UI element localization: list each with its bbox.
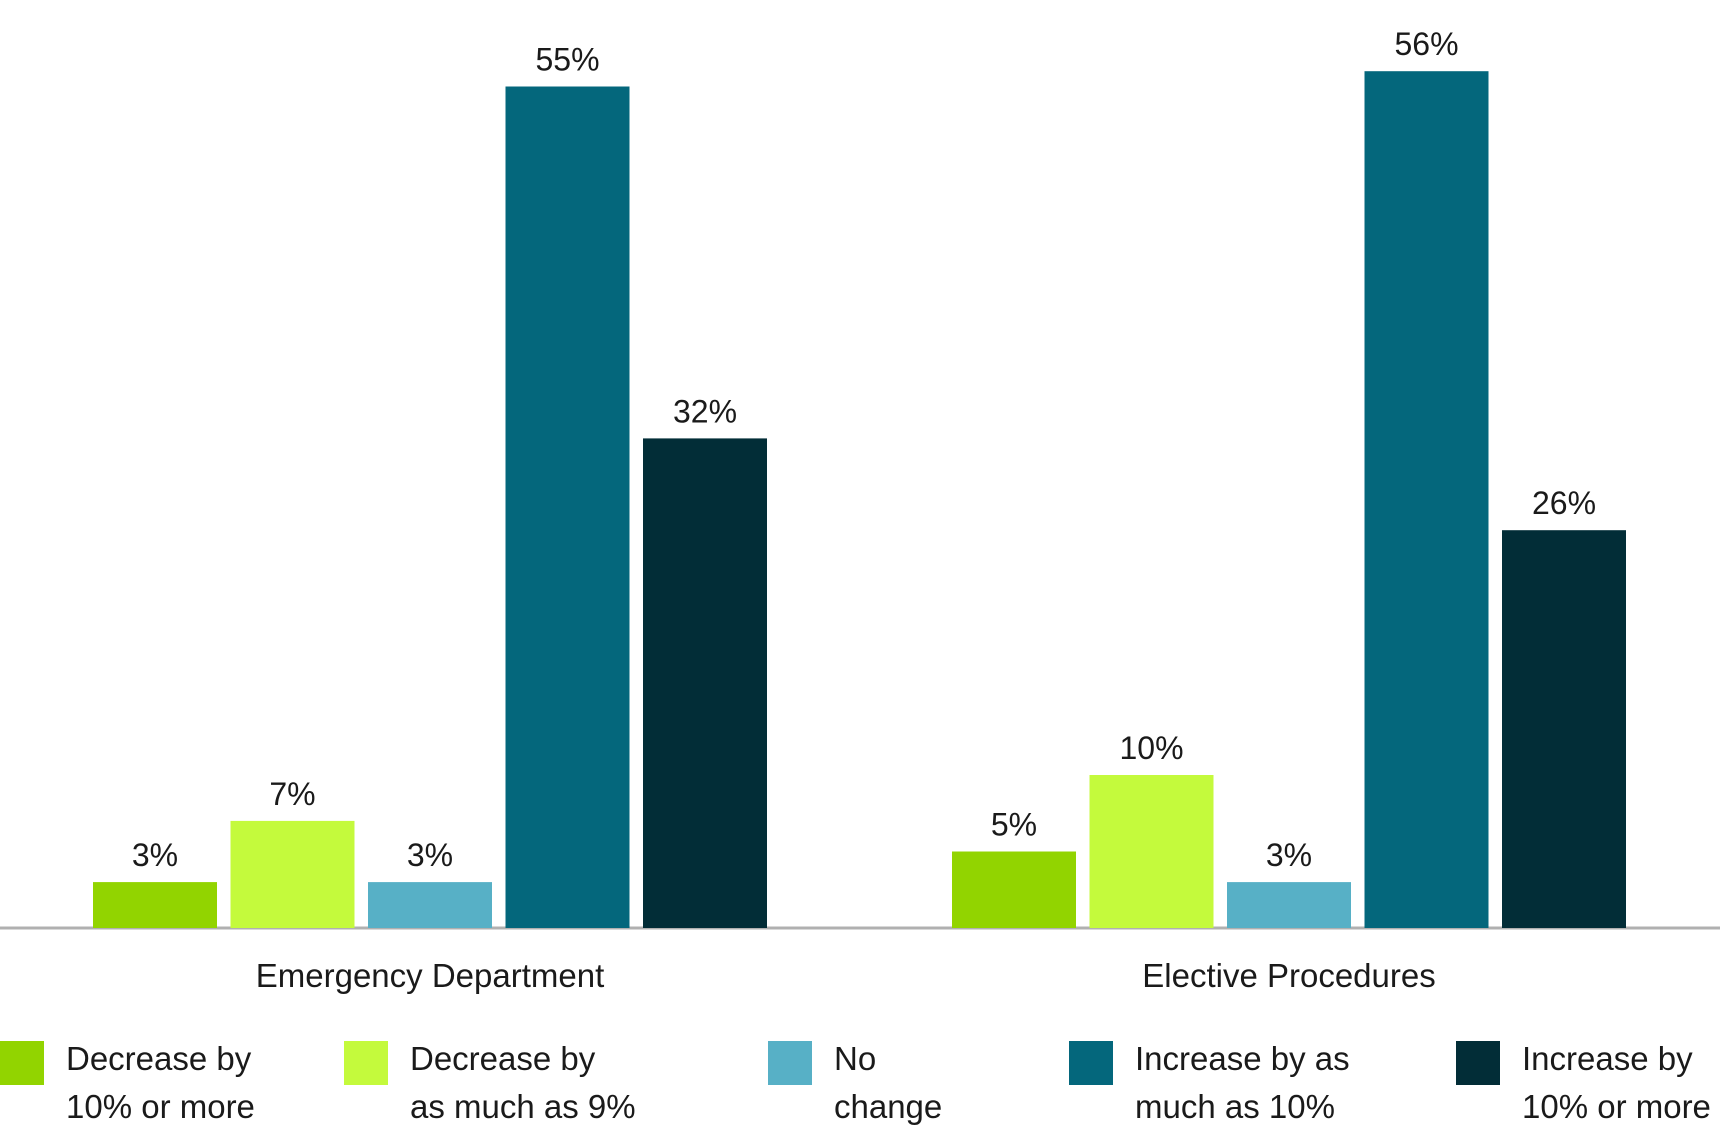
data-label: 26% [1532,485,1596,521]
data-label: 5% [991,807,1037,843]
legend-label: Decrease by 10% or more [66,1040,255,1125]
legend-label: No change [834,1040,943,1125]
legend-swatch [0,1041,44,1085]
legend-item-increase-10-or-more: Increase by 10% or more [1456,1035,1720,1131]
bar [230,820,355,928]
bar [505,86,630,928]
data-label: 7% [269,776,315,812]
bar [952,851,1076,928]
data-label: 10% [1119,730,1183,766]
data-label: 3% [1266,837,1312,873]
legend-item-increase-up-to-10: Increase by as much as 10% [1069,1035,1395,1131]
legend-swatch [768,1041,812,1085]
legend-swatch [1069,1041,1113,1085]
legend-swatch [1456,1041,1500,1085]
data-label: 3% [407,837,453,873]
bar [1364,71,1489,928]
bar [1227,882,1351,928]
bar [1502,530,1626,928]
bar [1089,775,1214,928]
legend-label: Increase by 10% or more [1522,1040,1711,1125]
bar [368,882,492,928]
category-label: Emergency Department [256,957,604,994]
bar [93,882,217,928]
legend-item-no-change: No change [768,1035,1094,1131]
legend-label: Increase by as much as 10% [1135,1040,1350,1125]
data-label: 3% [132,837,178,873]
legend-item-decrease-up-to-9: Decrease by as much as 9% [344,1035,670,1131]
data-label: 55% [535,42,599,78]
legend-label: Decrease by as much as 9% [410,1040,636,1125]
legend-swatch [344,1041,388,1085]
data-label: 32% [673,393,737,429]
legend-item-decrease-10-or-more: Decrease by 10% or more [0,1035,326,1131]
legend: Decrease by 10% or more Decrease by as muc… [0,1035,1720,1145]
bar [643,438,767,928]
category-label: Elective Procedures [1142,957,1435,994]
bar-chart: 3% 7% 3% 55% 32% Emergency Department 5% 10% 3% 5… [0,26,1720,994]
data-label: 56% [1394,26,1458,62]
